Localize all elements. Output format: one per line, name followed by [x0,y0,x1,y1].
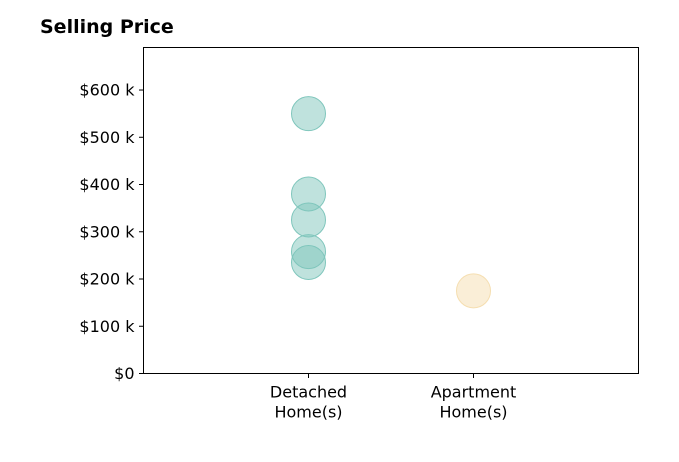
chart-title: Selling Price [40,16,174,38]
y-tick-label: $200 k [79,270,135,289]
y-axis: $0 $100 k $200 k $300 k $400 k $500 k $600 k [79,81,144,383]
plot-area-frame [143,47,639,374]
data-point [291,202,326,238]
data-point [456,273,491,309]
y-tick-label: $300 k [79,222,135,241]
data-point [291,244,326,280]
x-axis: Detached Home(s) Apartment Home(s) [270,373,517,422]
data-point [291,96,326,132]
y-tick-label: $500 k [79,128,135,147]
y-tick-label: $0 [114,364,134,383]
x-tick-label: Apartment Home(s) [431,383,517,422]
y-tick-label: $400 k [79,175,135,194]
x-tick-label: Detached Home(s) [270,383,347,422]
y-tick-label: $600 k [79,81,135,100]
points-layer [291,96,491,309]
y-tick-label: $100 k [79,317,135,336]
